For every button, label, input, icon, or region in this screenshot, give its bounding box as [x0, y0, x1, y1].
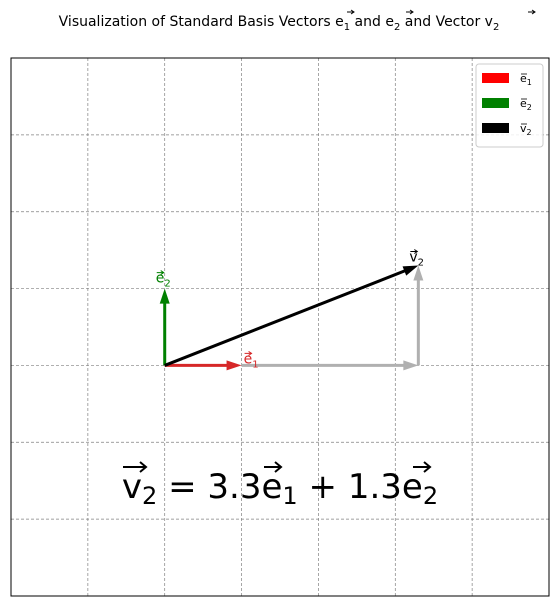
label-e1-subscript: 1	[252, 359, 258, 370]
label-e1-accent	[244, 351, 253, 356]
legend-item: v2	[482, 122, 532, 137]
legend-label-subscript: 2	[527, 128, 532, 137]
vector-arrow-v2-shaft	[164, 268, 407, 367]
equation-v-accent	[123, 461, 148, 473]
legend-label-subscript: 2	[527, 103, 532, 112]
label-v2: v2	[409, 249, 424, 269]
legend-label: e2	[520, 97, 532, 112]
equation-coef-2: 1.3	[348, 467, 402, 507]
title-v-accent	[528, 9, 536, 15]
equation-e2-accent	[413, 461, 432, 473]
title-e2-symbol: e	[385, 14, 394, 30]
label-v2-symbol: v	[409, 250, 417, 266]
grid	[11, 58, 549, 596]
vector-arrow-e2	[159, 288, 170, 366]
component-arrow-e1	[241, 360, 419, 371]
chart-title: Visualization of Standard Basis Vectors …	[59, 14, 500, 33]
legend-label: e1	[520, 72, 532, 87]
legend-label-symbol: e	[520, 97, 527, 110]
equation-coef-1: 3.3	[207, 467, 261, 507]
label-v2-subscript: 2	[418, 258, 424, 269]
title-main: Visualization of Standard Basis Vectors	[59, 14, 335, 30]
title-e2-subscript: 2	[394, 22, 400, 33]
equation-lhs-subscript: 2	[142, 482, 157, 510]
legend-label: v2	[520, 122, 532, 137]
title-v-subscript: 2	[493, 22, 499, 33]
vector-arrow-e1-head	[226, 360, 242, 371]
equation-plus: +	[298, 467, 348, 507]
title-e1-subscript: 1	[344, 22, 350, 33]
vectors	[159, 265, 424, 371]
label-e2: e2	[156, 270, 171, 290]
title-and-2: and Vector	[400, 14, 484, 30]
vector-arrow-e1	[164, 360, 242, 371]
label-e2-text: e2	[156, 271, 171, 290]
vector-arrow-v2-head	[402, 265, 419, 276]
equation-term-1-symbol: e	[262, 467, 283, 507]
label-e1-text: e1	[244, 351, 259, 370]
component-arrow-e2	[413, 265, 424, 366]
legend-swatch	[482, 98, 509, 108]
component-arrow-e1-head	[403, 360, 419, 371]
equation-term-2-subscript: 2	[423, 482, 438, 510]
legend-item: e1	[482, 72, 532, 87]
vector-arrow-v2	[164, 265, 419, 367]
title-e1-symbol: e	[335, 14, 344, 30]
equation-equals: =	[157, 467, 207, 507]
equation-term-2-symbol: e	[402, 467, 423, 507]
equation-e1-accent	[264, 461, 283, 473]
title-accents	[347, 9, 536, 15]
label-v2-accent	[410, 249, 419, 254]
legend-swatch	[482, 73, 509, 83]
title-e1-accent	[347, 9, 355, 15]
label-e1-symbol: e	[244, 351, 253, 367]
legend-label-symbol: v	[520, 122, 527, 135]
title-v-symbol: v	[485, 14, 493, 30]
legend-swatch	[482, 123, 509, 133]
component-arrow-e2-head	[413, 265, 424, 281]
equation-accents	[123, 461, 432, 473]
label-e1: e1	[244, 351, 259, 370]
legend-item: e2	[482, 97, 532, 112]
label-e2-subscript: 2	[164, 279, 170, 290]
vector-arrow-e2-head	[159, 288, 170, 304]
legend-label-symbol: e	[520, 72, 527, 85]
label-v2-text: v2	[409, 250, 424, 269]
label-e2-symbol: e	[156, 271, 165, 287]
equation: v2 = 3.3e1 + 1.3e2	[122, 467, 438, 510]
title-e2-accent	[406, 9, 414, 15]
equation-term-1-subscript: 1	[282, 482, 297, 510]
title-and-1: and	[350, 14, 385, 30]
equation-lhs-symbol: v	[122, 467, 142, 507]
label-e2-accent	[156, 270, 165, 275]
legend-label-subscript: 1	[527, 78, 532, 87]
plot-area	[10, 57, 550, 597]
